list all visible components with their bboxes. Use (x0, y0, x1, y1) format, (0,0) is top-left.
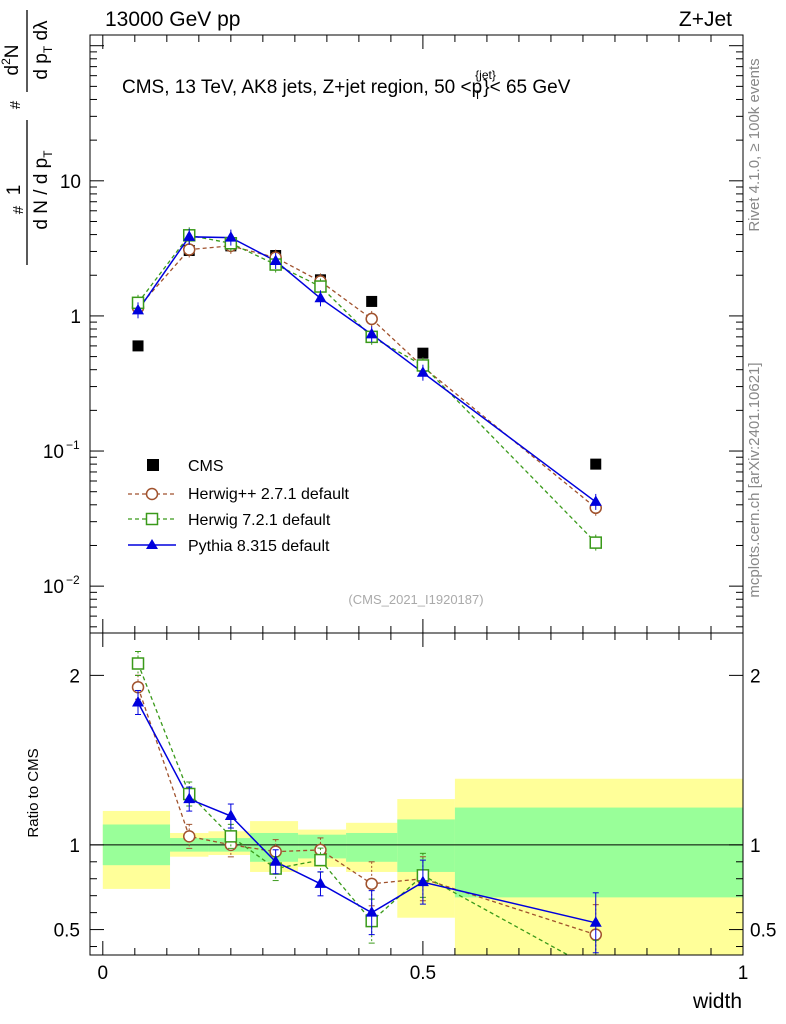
ratio-point-herwig-7-2-1-default (224, 830, 238, 843)
data-point-pythia-8-315-default (269, 254, 282, 265)
y-tick-label: 10 (43, 442, 64, 463)
data-point-pythia-8-315-default (314, 291, 327, 303)
uncertainty-band-inner (346, 832, 398, 862)
legend-pythia-marker (146, 539, 158, 549)
ratio-line-pythia-8-315-default (137, 702, 596, 924)
header-left: 13000 GeV pp (105, 8, 240, 31)
data-point-cms (417, 347, 429, 359)
svg-text:1: 1 (4, 185, 25, 196)
legend: CMS Herwig++ 2.7.1 default Herwig 7.2.1 … (128, 458, 350, 555)
ratio-line-herwig-7-2-1-default (137, 663, 570, 955)
svg-text:#: # (10, 205, 27, 214)
ratio-panel: 0.5 0.51 12 20 0.5 1 Ratio to CMS width (25, 632, 776, 1013)
data-point-cms (132, 340, 144, 352)
x-tick-label: 0.5 (410, 963, 436, 984)
ratio-y-tick-label: 1 (69, 836, 80, 857)
analysis-watermark: (CMS_2021_I1920187) (348, 592, 483, 607)
svg-text:d N / d pT: d N / d pT (31, 150, 55, 230)
ratio-point-pythia-8-315-default (224, 809, 237, 821)
ratio-y-tick-label: 2 (69, 666, 80, 687)
legend-herwigpp-label: Herwig++ 2.7.1 default (188, 486, 350, 503)
rivet-version-label: Rivet 4.1.0, ≥ 100k events (746, 58, 763, 231)
header-right: Z+Jet (679, 8, 732, 31)
uncertainty-band-inner (397, 819, 455, 872)
ratio-y-tick-label: 0.5 (54, 921, 80, 942)
data-point-pythia-8-315-default (183, 230, 196, 241)
data-point-pythia-8-315-default (224, 231, 237, 242)
data-point-pythia-8-315-default (589, 495, 602, 506)
ratio-point-pythia-8-315-default (416, 875, 429, 887)
ratio-point-herwig-2-7-1-default (182, 830, 196, 843)
ratio-series (131, 651, 603, 976)
legend-pythia-label: Pythia 8.315 default (188, 538, 330, 555)
data-point-herwig-2-7-1-default (182, 243, 196, 256)
data-point-pythia-8-315-default (416, 366, 429, 377)
legend-herwig7-label: Herwig 7.2.1 default (188, 512, 331, 529)
x-tick-label: 1 (738, 963, 749, 984)
ratio-y-tick-label-right: 2 (750, 666, 761, 687)
ratio-plot-area (90, 651, 743, 976)
ratio-line-herwig-2-7-1-default (137, 687, 596, 936)
ratio-point-pythia-8-315-default (365, 906, 378, 917)
main-plot-area (131, 227, 603, 551)
data-point-cms (366, 295, 378, 307)
ratio-point-herwig-7-2-1-default (131, 657, 145, 670)
svg-text:d2N: d2N (0, 45, 23, 76)
legend-cms-label: CMS (188, 458, 224, 475)
ratio-point-pythia-8-315-default (132, 695, 145, 707)
y-tick-exponent: −2 (66, 573, 80, 587)
ratio-point-herwig-7-2-1-default (590, 965, 601, 976)
svg-text:#: # (7, 100, 24, 109)
ratio-y-tick-label-right: 0.5 (750, 921, 776, 942)
ratio-point-herwig-2-7-1-default (365, 877, 378, 891)
main-y-axis-label: # 1 d N / d pT # d2N d pT dλ (0, 10, 55, 265)
ratio-point-pythia-8-315-default (183, 792, 196, 804)
ratio-y-tick-label-right: 1 (750, 836, 761, 857)
data-point-herwig-2-7-1-default (365, 312, 378, 326)
ratio-point-pythia-8-315-default (589, 916, 602, 927)
data-point-herwig-7-2-1-default (589, 536, 603, 549)
x-tick-label: 0 (98, 963, 109, 984)
ratio-point-herwig-7-2-1-default (314, 853, 327, 867)
x-axis-label: width (692, 990, 742, 1013)
y-tick-label: 10 (60, 172, 81, 193)
svg-text:d pT dλ: d pT dλ (31, 20, 55, 80)
data-point-pythia-8-315-default (365, 327, 378, 339)
mcplots-label: mcplots.cern.ch [arXiv:2401.10621] (746, 362, 763, 597)
legend-herwig7-marker (145, 512, 159, 526)
legend-cms-marker (147, 459, 159, 471)
data-point-cms (590, 458, 602, 470)
ratio-panel-frame (89, 632, 744, 956)
ratio-point-pythia-8-315-default (314, 877, 327, 888)
legend-herwigpp-marker (145, 487, 159, 501)
series-line-herwig-2-7-1-default (137, 245, 597, 509)
ratio-y-axis-label: Ratio to CMS (25, 748, 42, 837)
chart-title: CMS, 13 TeV, AK8 jets, Z+jet region, 50 … (122, 68, 571, 102)
data-point-pythia-8-315-default (132, 303, 145, 315)
y-tick-exponent: −1 (66, 438, 80, 452)
uncertainty-band-inner (454, 807, 743, 898)
series-line-pythia-8-315-default (137, 236, 597, 503)
y-tick-label: 1 (70, 307, 81, 328)
ratio-point-pythia-8-315-default (269, 855, 282, 866)
y-tick-label: 10 (43, 577, 64, 598)
ratio-axes: 0.5 0.51 12 20 0.5 1 (54, 633, 776, 984)
